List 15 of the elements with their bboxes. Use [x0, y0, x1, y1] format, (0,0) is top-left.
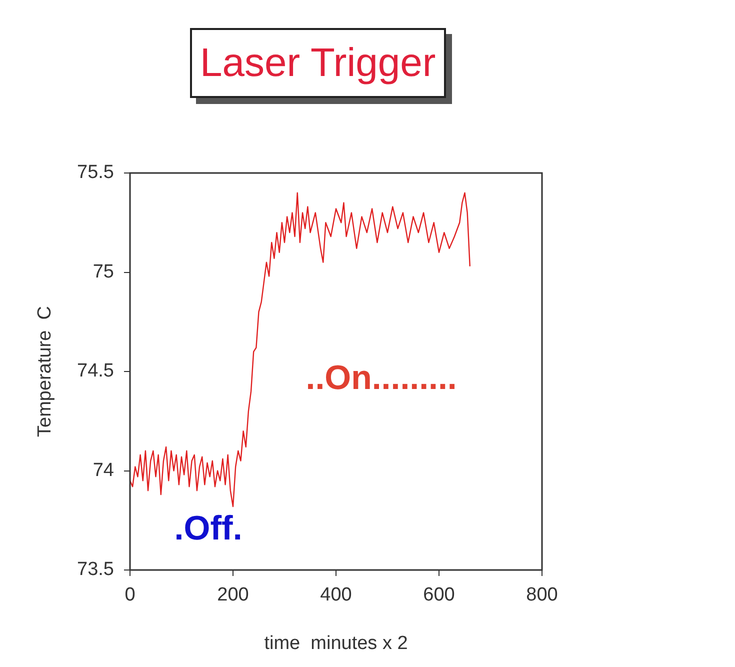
annotation: .Off. — [174, 510, 242, 548]
chart-title: Laser Trigger — [190, 28, 446, 98]
x-tick-label: 200 — [217, 584, 249, 606]
x-tick-label: 0 — [124, 584, 136, 606]
y-tick-label: 75.5 — [77, 162, 114, 184]
annotation: ..On......... — [306, 358, 457, 397]
y-tick-label: 75 — [92, 261, 114, 282]
x-tick-label: 600 — [423, 584, 455, 606]
x-tick-label: 800 — [526, 584, 558, 606]
y-tick-label: 74 — [92, 460, 114, 481]
y-tick-label: 74.5 — [77, 360, 114, 382]
y-axis-title: Temperature C — [34, 306, 56, 437]
x-axis-title: time minutes x 2 — [264, 632, 408, 654]
y-tick-label: 73.5 — [77, 559, 114, 580]
x-tick-label: 400 — [320, 584, 352, 606]
